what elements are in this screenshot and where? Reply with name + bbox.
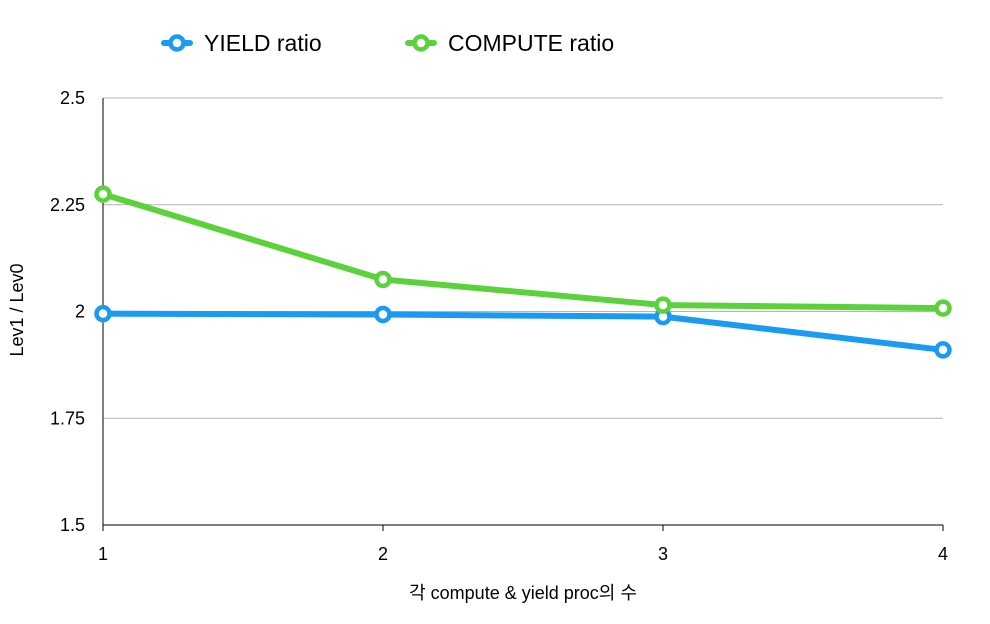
data-point	[94, 304, 112, 323]
legend-label: YIELD ratio	[204, 30, 322, 56]
data-point	[654, 296, 672, 314]
x-axis-ticks: 1 2 3 4	[98, 544, 948, 564]
y-axis-title: Lev1 / Lev0	[7, 263, 27, 356]
series	[94, 185, 952, 359]
y-tick-label: 2.5	[60, 88, 85, 108]
data-point	[934, 299, 952, 317]
x-tick-label: 2	[378, 544, 388, 564]
data-point	[934, 341, 952, 359]
legend-item: YIELD ratio	[161, 30, 322, 56]
x-tick-label: 1	[98, 544, 108, 564]
y-tick-label: 2.25	[50, 195, 85, 215]
series-line	[100, 310, 946, 353]
legend: YIELD ratio COMPUTE ratio	[161, 30, 614, 56]
series-1	[94, 185, 952, 317]
legend-label: COMPUTE ratio	[448, 30, 614, 56]
y-axis-ticks: 1.5 1.75 2 2.25 2.5	[50, 88, 85, 535]
series-line	[100, 191, 946, 312]
data-point	[374, 305, 392, 324]
y-tick-label: 2	[75, 302, 85, 322]
data-point	[94, 185, 112, 203]
grid-lines	[103, 97, 943, 419]
legend-item: COMPUTE ratio	[405, 30, 614, 56]
x-tick-label: 3	[658, 544, 668, 564]
x-tick-label: 4	[938, 544, 948, 564]
legend-marker	[412, 34, 430, 52]
x-axis-title: 각 compute & yield proc의 수	[409, 583, 637, 603]
y-tick-label: 1.75	[50, 408, 85, 428]
data-point	[374, 270, 392, 289]
legend-marker	[168, 34, 186, 52]
y-tick-label: 1.5	[60, 515, 85, 535]
series-0	[94, 304, 952, 359]
